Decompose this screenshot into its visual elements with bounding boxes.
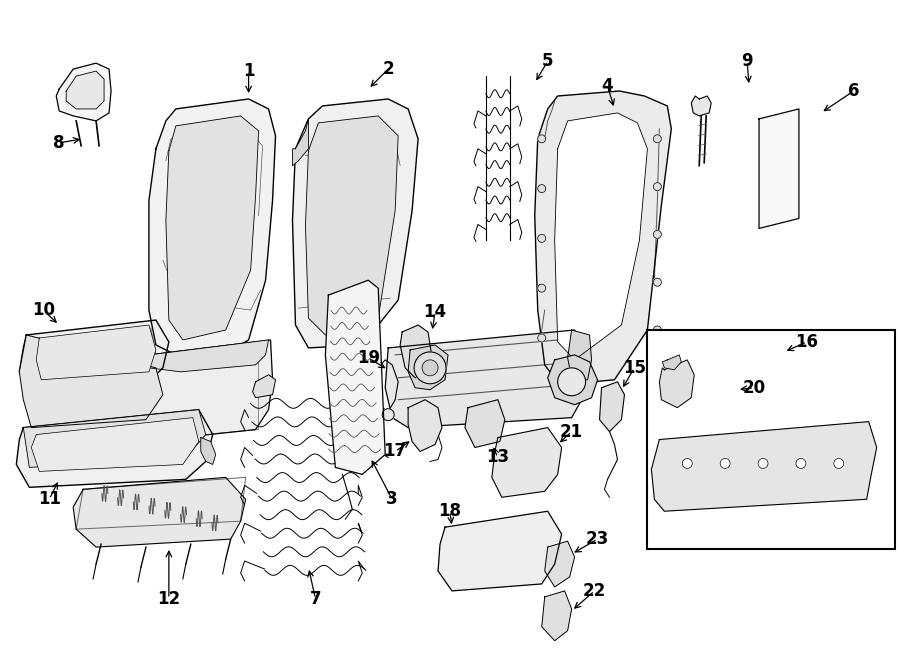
Circle shape	[537, 234, 545, 242]
Text: 13: 13	[486, 448, 509, 467]
Polygon shape	[400, 325, 432, 378]
Text: 19: 19	[356, 349, 380, 367]
Polygon shape	[554, 113, 647, 360]
Polygon shape	[16, 410, 212, 487]
Circle shape	[653, 135, 662, 143]
Polygon shape	[568, 330, 591, 380]
Polygon shape	[326, 280, 385, 475]
Text: 15: 15	[623, 359, 646, 377]
Polygon shape	[292, 99, 418, 348]
Polygon shape	[542, 591, 572, 641]
Polygon shape	[599, 382, 625, 432]
Polygon shape	[146, 340, 273, 438]
Polygon shape	[535, 91, 671, 385]
Text: 12: 12	[158, 590, 180, 608]
Text: 4: 4	[602, 77, 613, 95]
Text: 18: 18	[438, 502, 462, 520]
Polygon shape	[305, 116, 398, 335]
Circle shape	[422, 360, 438, 376]
Polygon shape	[544, 541, 574, 587]
Circle shape	[796, 459, 806, 469]
Polygon shape	[19, 320, 169, 392]
Text: 23: 23	[586, 530, 609, 548]
Polygon shape	[56, 63, 111, 121]
Polygon shape	[759, 109, 799, 228]
Text: 22: 22	[583, 582, 607, 600]
Polygon shape	[691, 96, 711, 116]
Polygon shape	[408, 400, 442, 451]
Polygon shape	[660, 360, 694, 408]
Text: 8: 8	[53, 134, 65, 152]
Circle shape	[833, 459, 844, 469]
Polygon shape	[19, 335, 163, 428]
Circle shape	[720, 459, 730, 469]
Polygon shape	[166, 116, 258, 340]
Polygon shape	[73, 477, 246, 547]
Polygon shape	[408, 345, 448, 390]
Text: 6: 6	[848, 82, 860, 100]
Polygon shape	[724, 370, 754, 420]
Text: 17: 17	[383, 442, 407, 461]
Polygon shape	[292, 119, 309, 166]
Polygon shape	[465, 400, 505, 448]
Circle shape	[537, 334, 545, 342]
Polygon shape	[492, 428, 562, 497]
Polygon shape	[32, 418, 199, 471]
Text: 21: 21	[560, 422, 583, 441]
Polygon shape	[36, 325, 156, 380]
Text: 2: 2	[382, 60, 394, 78]
Text: 7: 7	[310, 590, 321, 608]
Polygon shape	[438, 511, 562, 591]
Circle shape	[537, 284, 545, 292]
Text: 14: 14	[424, 303, 446, 321]
Circle shape	[382, 408, 394, 420]
Circle shape	[682, 459, 692, 469]
Text: 3: 3	[386, 491, 398, 508]
Circle shape	[537, 135, 545, 143]
Text: 11: 11	[38, 491, 60, 508]
Polygon shape	[662, 355, 681, 370]
Circle shape	[653, 230, 662, 238]
Circle shape	[653, 326, 662, 334]
Circle shape	[758, 459, 768, 469]
Polygon shape	[148, 99, 275, 358]
Text: 9: 9	[742, 52, 753, 70]
Text: 16: 16	[796, 333, 818, 351]
Polygon shape	[548, 355, 598, 404]
Circle shape	[537, 185, 545, 193]
Polygon shape	[201, 438, 216, 465]
Polygon shape	[67, 71, 104, 109]
Polygon shape	[148, 340, 268, 372]
Polygon shape	[23, 410, 206, 467]
Text: 20: 20	[742, 379, 766, 397]
Circle shape	[558, 368, 586, 396]
Circle shape	[414, 352, 446, 384]
Text: 5: 5	[542, 52, 554, 70]
Bar	[647, 330, 895, 549]
Polygon shape	[385, 330, 590, 428]
Text: 10: 10	[32, 301, 55, 319]
Text: 1: 1	[243, 62, 255, 80]
Circle shape	[653, 183, 662, 191]
Polygon shape	[652, 422, 877, 511]
Circle shape	[653, 278, 662, 286]
Polygon shape	[253, 375, 275, 398]
